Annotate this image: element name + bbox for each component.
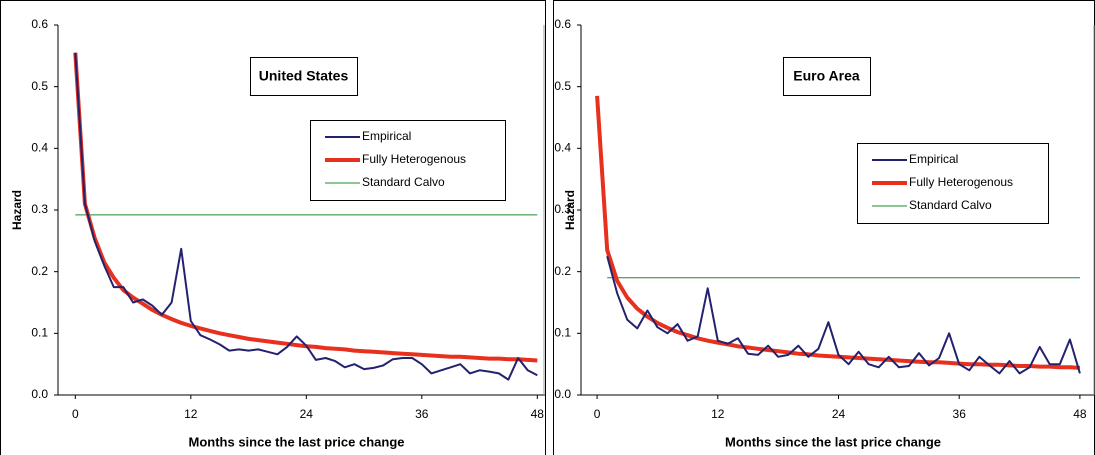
x-tick-label: 36 [415, 407, 429, 421]
series-line [74, 52, 538, 381]
y-tick-label: 0.0 [31, 387, 48, 401]
x-tick-label: 24 [832, 407, 846, 421]
x-tick-label: 0 [594, 407, 601, 421]
y-tick-label: 0.1 [31, 326, 48, 340]
x-tick-label: 48 [1073, 407, 1087, 421]
y-tick-label: 0.3 [31, 202, 48, 216]
y-axis-label: Hazard [563, 190, 577, 230]
chart-panel: 0.0 0.1 0.2 0.3 0.4 0.5 0.6 0 12 24 36 48 Euro Area E… [553, 0, 1095, 455]
x-tick-label: 48 [531, 407, 545, 421]
y-tick-label: 0.2 [31, 264, 48, 278]
y-tick-label: 0.5 [554, 79, 571, 93]
title-box [783, 57, 871, 96]
panel-frame [0, 0, 546, 455]
y-tick-label: 0.2 [554, 264, 571, 278]
x-tick-label: 24 [300, 407, 314, 421]
x-axis-label: Months since the last price change [725, 434, 941, 449]
y-tick-label: 0.5 [31, 79, 48, 93]
legend-label: Standard Calvo [909, 198, 992, 212]
y-tick-label: 0.6 [31, 17, 48, 31]
y-axis-label: Hazard [10, 190, 24, 230]
y-tick-label: 0.6 [554, 17, 571, 31]
title-box [250, 57, 358, 96]
series-line [73, 52, 538, 363]
x-tick-label: 0 [72, 407, 79, 421]
series-line [606, 256, 1081, 375]
y-tick-label: 0.4 [554, 141, 571, 155]
y-tick-label: 0.3 [554, 202, 571, 216]
legend-label: Empirical [909, 152, 958, 166]
x-tick-label: 36 [953, 407, 967, 421]
x-axis-label: Months since the last price change [189, 434, 405, 449]
x-tick-label: 12 [711, 407, 725, 421]
legend-label: Fully Heterogenous [362, 152, 466, 166]
legend-label: Standard Calvo [362, 175, 445, 189]
chart-panel: 0.0 0.1 0.2 0.3 0.4 0.5 0.6 0 12 24 36 48 United Sta… [0, 0, 546, 455]
chart-title: United States [259, 68, 349, 84]
y-tick-label: 0.4 [31, 141, 48, 155]
y-tick-label: 0.1 [554, 326, 571, 340]
chart-title: Euro Area [793, 68, 860, 84]
y-tick-label: 0.0 [554, 387, 571, 401]
series-line [595, 95, 1081, 370]
legend-label: Fully Heterogenous [909, 175, 1013, 189]
x-tick-label: 12 [184, 407, 198, 421]
legend-label: Empirical [362, 129, 411, 143]
